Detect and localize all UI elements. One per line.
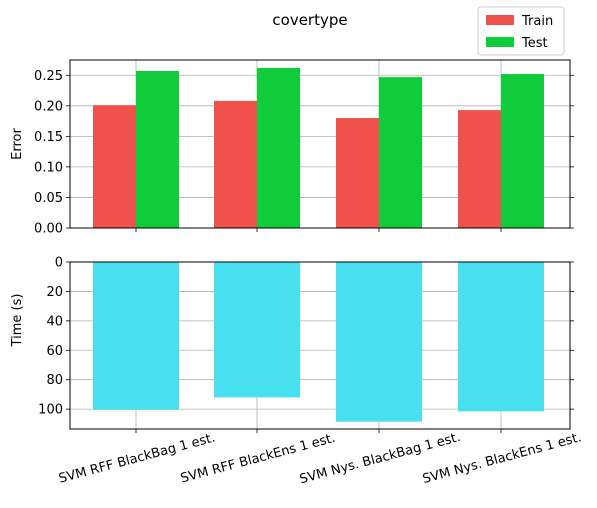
bottom-ytick-label: 80 — [46, 373, 63, 388]
bottom-ytick-label: 40 — [46, 314, 63, 329]
bottom-ytick-label: 20 — [46, 285, 63, 300]
bottom-ytick-label: 60 — [46, 344, 63, 359]
bottom-ylabel: Time (s) — [10, 294, 25, 348]
bar-test-2 — [257, 67, 300, 228]
bar-train-3 — [336, 118, 379, 228]
legend-swatch-test — [486, 37, 514, 47]
top-ytick-label: 0.20 — [34, 99, 63, 114]
bottom-axes-frame — [69, 261, 571, 430]
top-ytick-label: 0.15 — [34, 130, 63, 145]
bottom-ytick-label: 0 — [55, 256, 63, 271]
bar-test-1 — [136, 70, 179, 228]
top-ytick-label: 0.25 — [34, 69, 63, 84]
top-ytick-label: 0.10 — [34, 160, 63, 175]
top-ylabel: Error — [10, 128, 25, 160]
legend-label-train: Train — [521, 14, 553, 29]
legend-label-test: Test — [521, 36, 548, 51]
bar-time-3 — [336, 262, 422, 422]
bar-time-2 — [214, 262, 300, 398]
bar-test-4 — [501, 74, 544, 229]
top-axes-frame — [69, 59, 571, 229]
bottom-axes: 0 20 40 60 80 100 — [38, 256, 574, 433]
legend: Train Test — [477, 6, 565, 56]
bar-train-1 — [93, 105, 136, 228]
bar-train-2 — [214, 100, 257, 228]
bar-time-4 — [458, 262, 544, 412]
bar-train-4 — [458, 110, 501, 228]
chart-title: covertype — [272, 11, 347, 29]
bottom-ytick-label: 100 — [38, 403, 63, 418]
top-ytick-label: 0.00 — [34, 222, 63, 237]
bar-test-3 — [379, 77, 422, 228]
legend-swatch-train — [486, 15, 514, 25]
x-tick-labels: SVM RFF BlackBag 1 est.SVM RFF BlackEns … — [57, 430, 583, 487]
bottom-bars — [93, 262, 544, 422]
top-axes: 0.00 0.05 0.10 0.15 0.20 0.25 — [34, 59, 574, 237]
top-ytick-label: 0.05 — [34, 191, 63, 206]
top-bars — [93, 67, 544, 229]
bar-time-1 — [93, 262, 179, 410]
